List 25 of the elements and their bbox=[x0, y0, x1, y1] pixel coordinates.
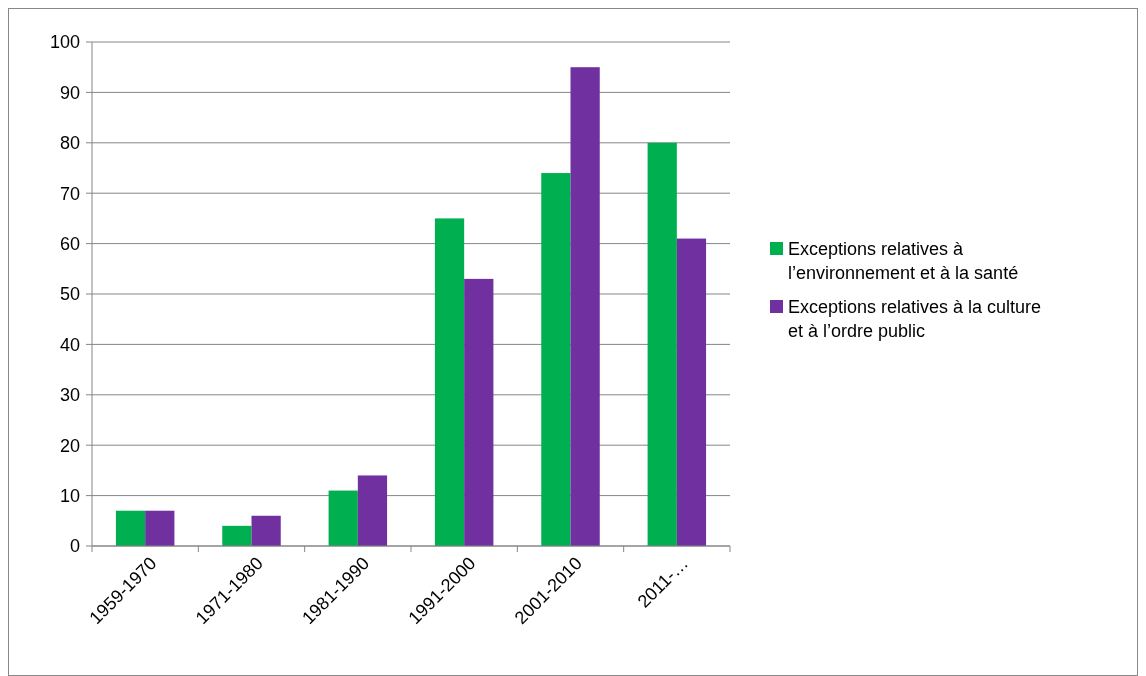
bar bbox=[145, 510, 175, 546]
y-tick-label: 100 bbox=[49, 32, 80, 53]
y-tick-label: 50 bbox=[59, 284, 80, 305]
bar bbox=[222, 525, 252, 546]
bar bbox=[434, 218, 465, 546]
bar bbox=[647, 142, 677, 546]
y-tick-label: 30 bbox=[59, 385, 80, 406]
legend-label: Exceptions relatives à la culture et à l’ordre public bbox=[788, 297, 1042, 342]
bar bbox=[464, 278, 494, 546]
bar bbox=[541, 173, 571, 546]
bar bbox=[328, 490, 358, 546]
bar bbox=[676, 238, 707, 546]
bar bbox=[570, 67, 600, 546]
y-tick-label: 20 bbox=[59, 435, 80, 456]
y-tick-label: 90 bbox=[59, 82, 80, 103]
y-tick-label: 80 bbox=[59, 133, 80, 154]
y-tick-label: 40 bbox=[59, 334, 80, 355]
y-tick-label: 70 bbox=[59, 183, 80, 204]
legend-label: Exceptions relatives à l’environnement et à la santé bbox=[788, 239, 1019, 284]
y-tick-label: 10 bbox=[59, 485, 80, 506]
y-tick-label: 0 bbox=[69, 536, 80, 557]
bar bbox=[115, 510, 146, 546]
bar bbox=[251, 515, 281, 546]
bar bbox=[357, 475, 388, 546]
y-tick-label: 60 bbox=[59, 233, 80, 254]
